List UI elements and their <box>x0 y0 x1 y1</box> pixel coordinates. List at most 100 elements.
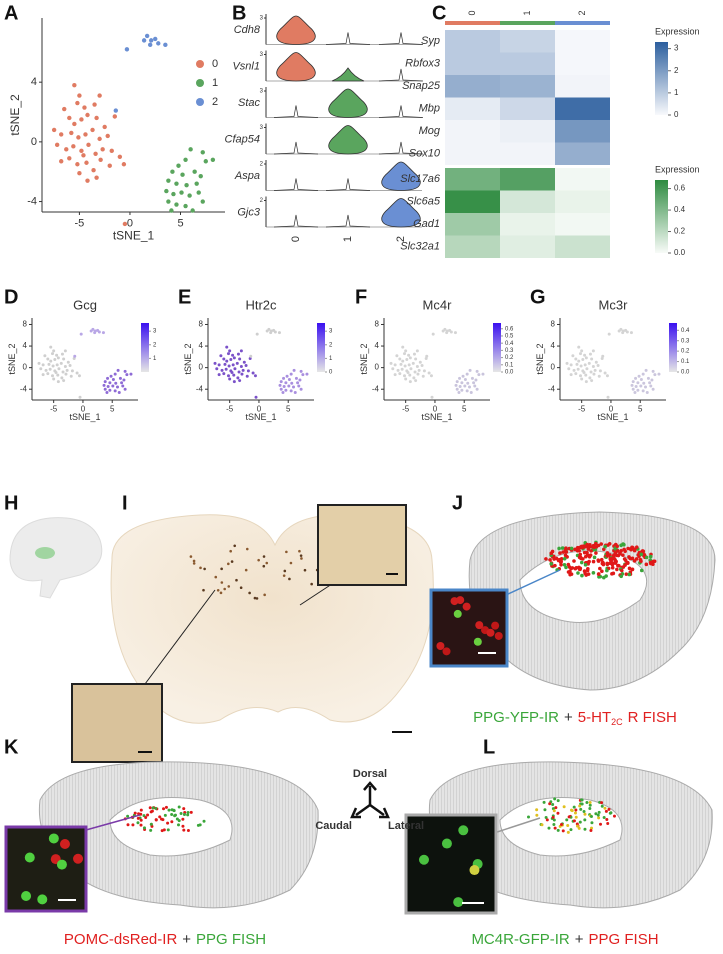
point <box>298 378 302 382</box>
cell-dot <box>630 567 635 572</box>
point <box>584 373 588 377</box>
cell-dot <box>582 545 587 549</box>
gene-label: Gjc3 <box>237 207 261 219</box>
point <box>51 127 57 133</box>
column-label: 2 <box>577 10 587 15</box>
point <box>50 374 54 378</box>
y-tick-label: 4 <box>23 341 28 350</box>
cell-dot <box>170 813 174 817</box>
point <box>169 208 174 213</box>
point <box>117 390 121 394</box>
point <box>225 359 229 363</box>
point <box>83 132 88 137</box>
y-tick-label: -4 <box>20 384 28 393</box>
colorbar-tick-label: 0.6 <box>505 326 514 332</box>
cell-dot <box>561 550 566 554</box>
point <box>227 364 231 368</box>
point <box>301 373 305 377</box>
point <box>215 367 219 371</box>
point <box>289 389 293 393</box>
y-tick-label: 4 <box>551 341 556 350</box>
point <box>67 156 72 161</box>
point <box>56 356 60 360</box>
y-tick-label: 3 <box>260 16 264 22</box>
point <box>583 363 587 367</box>
cell-dot <box>651 559 656 564</box>
point <box>77 93 82 98</box>
cell-dot <box>214 575 218 579</box>
point <box>125 373 129 377</box>
point <box>253 374 257 378</box>
cell-dot <box>579 560 584 565</box>
point <box>415 349 419 353</box>
point <box>62 379 66 383</box>
cell-dot <box>170 808 174 812</box>
compass-label: Lateral <box>388 820 424 832</box>
cell-dot <box>192 559 196 563</box>
cell-dot <box>56 859 67 870</box>
cell-dot <box>149 828 153 832</box>
compass <box>350 781 390 819</box>
point <box>571 354 575 358</box>
cell-dot <box>227 562 230 566</box>
point <box>174 202 179 207</box>
cell-dot <box>244 568 248 572</box>
point <box>460 381 464 385</box>
colorbar-tick-label: 0 <box>674 110 679 119</box>
caption-part: PPG-YFP-IR <box>473 709 559 726</box>
point <box>111 384 115 388</box>
point <box>123 369 127 373</box>
point <box>402 352 406 356</box>
cell-dot <box>48 833 59 844</box>
cell-dot <box>605 551 610 555</box>
point <box>230 370 234 374</box>
cell-dot <box>255 597 259 600</box>
y-tick-label: 0 <box>199 363 204 372</box>
heat-cell <box>555 120 610 143</box>
point <box>124 47 130 52</box>
point <box>425 354 429 358</box>
cell-dot <box>154 818 158 822</box>
x-tick-label: 5 <box>638 405 643 414</box>
cell-dot <box>257 558 260 562</box>
cell-dot <box>563 547 568 552</box>
point <box>404 377 408 381</box>
colorbar-tick-label: 0.4 <box>681 328 690 334</box>
colorbar-tick-label: 3 <box>674 44 679 53</box>
heat-cell <box>445 120 500 143</box>
row-label: Slc6a5 <box>406 196 441 208</box>
panel-label: F <box>355 286 367 308</box>
cell-dot <box>245 547 249 551</box>
point <box>39 367 43 371</box>
point <box>296 381 300 385</box>
cell-dot <box>163 813 167 817</box>
violin <box>273 141 319 155</box>
column-bar <box>555 21 610 25</box>
heat-cell <box>445 52 500 75</box>
heat-cell <box>500 52 555 75</box>
point <box>593 368 597 372</box>
point <box>465 389 469 393</box>
point <box>299 369 303 373</box>
y-tick-label: 8 <box>375 320 380 329</box>
heat-cell <box>555 142 610 165</box>
point <box>576 367 580 371</box>
cell-dot <box>583 827 587 831</box>
y-tick-label: 3 <box>260 125 264 131</box>
cell-dot <box>599 557 604 562</box>
x-tick-label: -5 <box>75 218 85 230</box>
point <box>393 363 397 367</box>
colorbar-tick-label: 2 <box>329 342 333 348</box>
point <box>646 376 650 380</box>
cell-dot <box>641 549 646 554</box>
point <box>634 385 638 389</box>
point <box>241 368 245 372</box>
point <box>416 372 420 376</box>
heat-cell <box>555 168 610 191</box>
caption-part: 2C <box>611 717 623 727</box>
x-tick-label: -5 <box>226 405 234 414</box>
point <box>277 331 281 335</box>
cell-dot <box>567 815 571 819</box>
point <box>430 395 434 399</box>
point <box>413 370 417 374</box>
